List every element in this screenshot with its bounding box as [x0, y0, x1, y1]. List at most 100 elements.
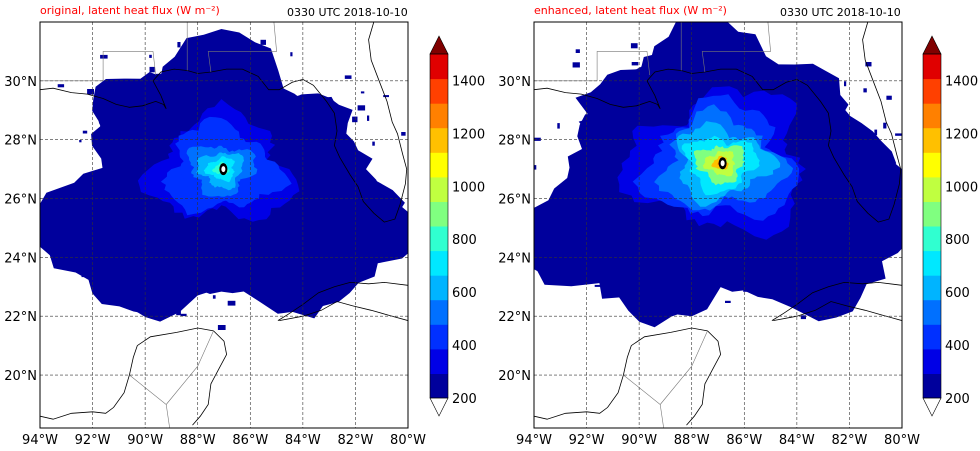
colorbar-segment — [430, 152, 448, 178]
y-tick-label: 20°N — [4, 369, 37, 384]
left-flux-field — [40, 22, 408, 428]
flux-speckle — [874, 129, 878, 136]
right-panel-group: 94°W 92°W 90°W 88°W 86°W 84°W 82°W 80°W 30°N 28°N… — [498, 6, 978, 448]
flux-speckle — [575, 49, 580, 53]
colorbar-tick-label: 800 — [945, 233, 970, 248]
colorbar-tick-label: 400 — [452, 339, 477, 354]
flux-speckle — [725, 17, 732, 21]
y-tick-label: 30°N — [4, 75, 37, 90]
x-tick-label: 90°W — [621, 433, 657, 448]
flux-speckle — [735, 36, 740, 41]
flux-speckle — [572, 62, 580, 68]
flux-speckle — [860, 210, 867, 214]
flux-speckle — [630, 43, 638, 49]
colorbar-tick-label: 1200 — [945, 127, 978, 142]
flux-speckle — [631, 62, 639, 66]
flux-speckle — [767, 11, 774, 13]
colorbar-segment — [430, 275, 448, 301]
flux-speckle — [401, 132, 406, 136]
flux-speckle — [594, 284, 603, 287]
flux-speckle — [176, 311, 181, 316]
x-tick-label: 86°W — [726, 433, 762, 448]
x-tick-label: 82°W — [337, 433, 373, 448]
colorbar-segment — [923, 324, 941, 350]
flux-speckle — [68, 188, 73, 191]
flux-speckle — [606, 245, 614, 249]
left-panel-time: 0330 UTC 2018-10-10 — [287, 6, 408, 19]
flux-speckle — [895, 133, 902, 136]
flux-speckle — [57, 84, 65, 88]
flux-speckle — [868, 281, 872, 284]
x-tick-label: 82°W — [831, 433, 867, 448]
border-line — [165, 330, 214, 405]
x-tick-label: 94°W — [516, 433, 552, 448]
flux-speckle — [81, 271, 84, 278]
flux-speckle — [878, 153, 881, 159]
flux-speckle — [534, 165, 537, 170]
flux-speckle — [866, 263, 875, 269]
colorbar-segment — [923, 176, 941, 202]
flux-speckle — [800, 315, 806, 320]
flux-speckle — [907, 117, 911, 123]
colorbar-segment — [430, 299, 448, 325]
flux-speckle — [345, 271, 348, 277]
colorbar-segment — [923, 299, 941, 325]
colorbar-segment — [430, 78, 448, 104]
flux-speckle — [335, 242, 340, 249]
flux-speckle — [367, 115, 370, 121]
y-tick-label: 22°N — [498, 310, 531, 325]
flux-speckle — [227, 300, 236, 306]
flux-speckle — [320, 268, 329, 273]
left-colorbar: 200 400 600 800 1000 1200 1400 — [429, 35, 485, 417]
border-line — [129, 374, 170, 428]
coastline — [773, 301, 902, 321]
flux-speckle — [177, 42, 181, 48]
colorbar-segment — [923, 103, 941, 129]
flux-speckle — [351, 226, 357, 232]
x-tick-label: 84°W — [779, 433, 815, 448]
x-tick-label: 80°W — [390, 433, 426, 448]
flux-speckle — [783, 6, 785, 11]
border-line — [207, 22, 277, 73]
colorbar-tick-label: 200 — [452, 392, 477, 407]
colorbar-tick-label: 1400 — [945, 75, 978, 90]
flux-speckle — [109, 277, 117, 281]
flux-speckle — [149, 66, 155, 73]
flux-speckle — [361, 234, 365, 237]
flux-speckle — [865, 62, 872, 67]
flux-speckle — [528, 208, 531, 212]
colorbar-tick-label: 600 — [452, 286, 477, 301]
colorbar-segment — [430, 373, 448, 399]
y-tick-label: 30°N — [498, 75, 531, 90]
flux-speckle — [863, 88, 867, 93]
border-line — [40, 51, 156, 82]
y-tick-label: 28°N — [4, 134, 37, 149]
x-tick-label: 90°W — [127, 433, 163, 448]
colorbar-segment — [430, 250, 448, 276]
colorbar-segment — [430, 176, 448, 202]
right-map-frame — [533, 21, 903, 429]
flux-speckle — [296, 287, 300, 294]
flux-speckle — [350, 260, 358, 265]
colorbar-segment — [923, 54, 941, 80]
coastline — [277, 281, 408, 321]
flux-speckle — [289, 275, 294, 280]
y-tick-label: 24°N — [498, 251, 531, 266]
flux-speckle — [260, 39, 266, 45]
flux-speckle — [352, 116, 358, 123]
flux-speckle — [79, 140, 82, 143]
flux-speckle — [87, 89, 94, 95]
colorbar-under-arrow — [429, 397, 449, 417]
left-panel-group: 94°W 92°W 90°W 88°W 86°W 84°W 82°W 80°W 30°N 28°N… — [4, 21, 485, 448]
x-tick-label: 88°W — [674, 433, 710, 448]
coastline — [771, 281, 902, 321]
flux-speckle — [357, 105, 366, 111]
flux-speckle — [149, 54, 152, 58]
x-tick-label: 92°W — [75, 433, 111, 448]
flux-speckle — [70, 219, 72, 224]
colorbar-segment — [923, 127, 941, 153]
y-tick-label: 22°N — [4, 310, 37, 325]
colorbar-segment — [923, 78, 941, 104]
flux-speckle — [290, 52, 293, 57]
